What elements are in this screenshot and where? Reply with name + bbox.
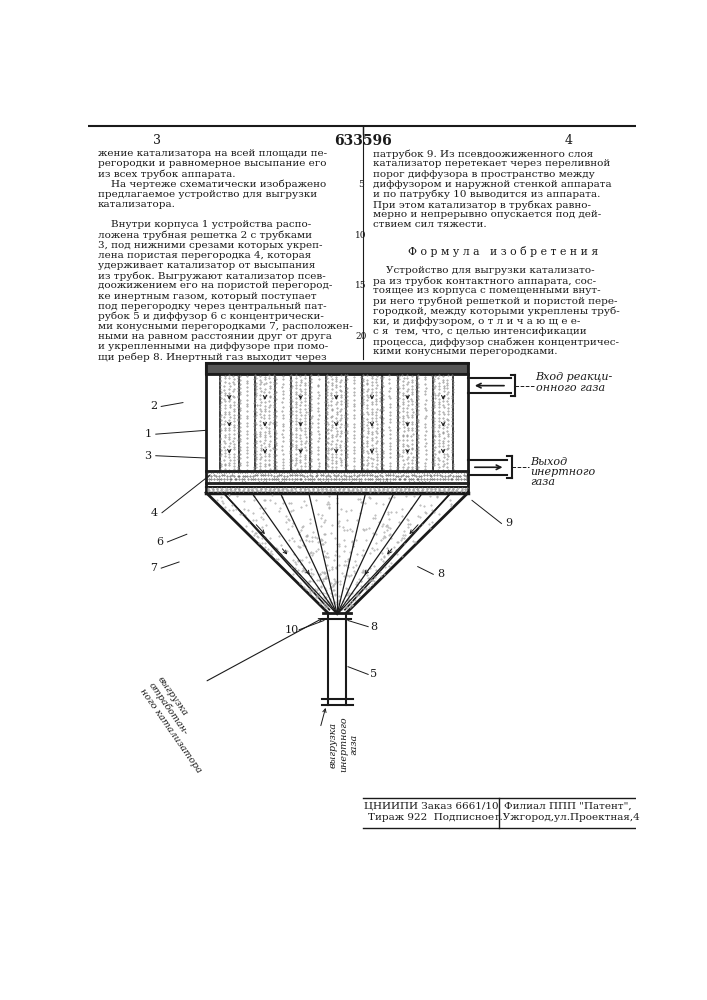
Text: Филиал ППП "Патент",: Филиал ППП "Патент", (504, 801, 631, 810)
Text: ми конусными перегородками 7, расположен-: ми конусными перегородками 7, расположен… (98, 322, 352, 331)
Text: онного газа: онного газа (535, 383, 604, 393)
Text: лена пористая перегородка 4, которая: лена пористая перегородка 4, которая (98, 251, 311, 260)
Text: 20: 20 (356, 332, 367, 341)
Text: 8: 8 (438, 569, 445, 579)
Text: жение катализатора на всей площади пе-: жение катализатора на всей площади пе- (98, 149, 327, 158)
Text: предлагаемое устройство для выгрузки: предлагаемое устройство для выгрузки (98, 190, 317, 199)
Text: патрубок 9. Из псевдоожиженного слоя: патрубок 9. Из псевдоожиженного слоя (373, 149, 593, 159)
Text: 10: 10 (284, 625, 298, 635)
Text: и укрепленными на диффузоре при помо-: и укрепленными на диффузоре при помо- (98, 342, 328, 351)
Text: ными на равном расстоянии друг от друга: ными на равном расстоянии друг от друга (98, 332, 332, 341)
Text: удерживает катализатор от высыпания: удерживает катализатор от высыпания (98, 261, 315, 270)
Text: На чертеже схематически изображено: На чертеже схематически изображено (98, 180, 326, 189)
Text: Внутри корпуса 1 устройства распо-: Внутри корпуса 1 устройства распо- (98, 220, 311, 229)
Text: выгрузка
отработан-
ного катализатора: выгрузка отработан- ного катализатора (139, 674, 221, 774)
Text: порог диффузора в пространство между: порог диффузора в пространство между (373, 170, 595, 179)
Text: с я  тем, что, с целью интенсификации: с я тем, что, с целью интенсификации (373, 327, 586, 336)
Text: ложена трубная решетка 2 с трубками: ложена трубная решетка 2 с трубками (98, 231, 312, 240)
Text: катализатор перетекает через переливной: катализатор перетекает через переливной (373, 159, 610, 168)
Text: 4: 4 (151, 508, 158, 518)
Text: из всех трубок аппарата.: из всех трубок аппарата. (98, 170, 235, 179)
Text: тоящее из корпуса с помещенными внут-: тоящее из корпуса с помещенными внут- (373, 286, 600, 295)
Text: 5: 5 (358, 180, 364, 189)
Text: и по патрубку 10 выводится из аппарата.: и по патрубку 10 выводится из аппарата. (373, 190, 600, 199)
Text: рубок 5 и диффузор 6 с концентрически-: рубок 5 и диффузор 6 с концентрически- (98, 312, 324, 321)
Text: 15: 15 (356, 281, 367, 290)
Text: Вход реакци-: Вход реакци- (535, 372, 613, 382)
Text: инертного: инертного (530, 467, 595, 477)
Text: 7: 7 (150, 563, 157, 573)
Text: 3: 3 (153, 134, 160, 147)
Text: ки, и диффузором, о т л и ч а ю щ е е-: ки, и диффузором, о т л и ч а ю щ е е- (373, 317, 580, 326)
Text: Тираж 922  Подписное: Тираж 922 Подписное (368, 813, 494, 822)
Text: ствием сил тяжести.: ствием сил тяжести. (373, 220, 486, 229)
Text: 633596: 633596 (334, 134, 392, 148)
Text: 3, под нижними срезами которых укреп-: 3, под нижними срезами которых укреп- (98, 241, 322, 250)
Text: мерно и непрерывно опускается под дей-: мерно и непрерывно опускается под дей- (373, 210, 601, 219)
Text: 6: 6 (156, 537, 163, 547)
Text: выгрузка
инертного
газа: выгрузка инертного газа (329, 717, 358, 772)
Text: 5: 5 (370, 669, 377, 679)
Text: под перегородку через центральный пат-: под перегородку через центральный пат- (98, 302, 327, 311)
Text: ЦНИИПИ Заказ 6661/10: ЦНИИПИ Заказ 6661/10 (363, 801, 498, 810)
Text: Устройство для выгрузки катализато-: Устройство для выгрузки катализато- (373, 266, 595, 275)
Text: щи ребер 8. Инертный газ выходит через: щи ребер 8. Инертный газ выходит через (98, 353, 327, 362)
Text: ра из трубок контактного аппарата, сос-: ра из трубок контактного аппарата, сос- (373, 276, 596, 286)
Text: из трубок. Выгружают катализатор псев-: из трубок. Выгружают катализатор псев- (98, 271, 325, 281)
Text: 1: 1 (144, 429, 151, 439)
Text: 4: 4 (565, 134, 573, 147)
Text: 3: 3 (144, 451, 151, 461)
Text: 8: 8 (370, 622, 377, 632)
Text: г.Ужгород,ул.Проектная,4: г.Ужгород,ул.Проектная,4 (495, 813, 641, 822)
Text: газа: газа (530, 477, 555, 487)
Text: 2: 2 (150, 401, 157, 411)
Text: доожижением его на пористой перегород-: доожижением его на пористой перегород- (98, 281, 332, 290)
Text: регородки и равномерное высыпание его: регородки и равномерное высыпание его (98, 159, 326, 168)
Text: ри него трубной решеткой и пористой пере-: ри него трубной решеткой и пористой пере… (373, 297, 617, 306)
Text: процесса, диффузор снабжен концентричес-: процесса, диффузор снабжен концентричес- (373, 337, 619, 347)
Text: Ф о р м у л а   и з о б р е т е н и я: Ф о р м у л а и з о б р е т е н и я (408, 246, 598, 257)
Text: ке инертным газом, который поступает: ке инертным газом, который поступает (98, 292, 316, 301)
Text: диффузором и наружной стенкой аппарата: диффузором и наружной стенкой аппарата (373, 180, 612, 189)
Text: При этом катализатор в трубках равно-: При этом катализатор в трубках равно- (373, 200, 591, 210)
Text: городкой, между которыми укреплены труб-: городкой, между которыми укреплены труб- (373, 307, 619, 316)
Text: катализатора.: катализатора. (98, 200, 175, 209)
Bar (206, 363, 468, 374)
Text: Выход: Выход (530, 457, 567, 467)
Text: 9: 9 (506, 518, 513, 528)
Text: 10: 10 (356, 231, 367, 240)
Text: кими конусными перегородками.: кими конусными перегородками. (373, 347, 557, 356)
